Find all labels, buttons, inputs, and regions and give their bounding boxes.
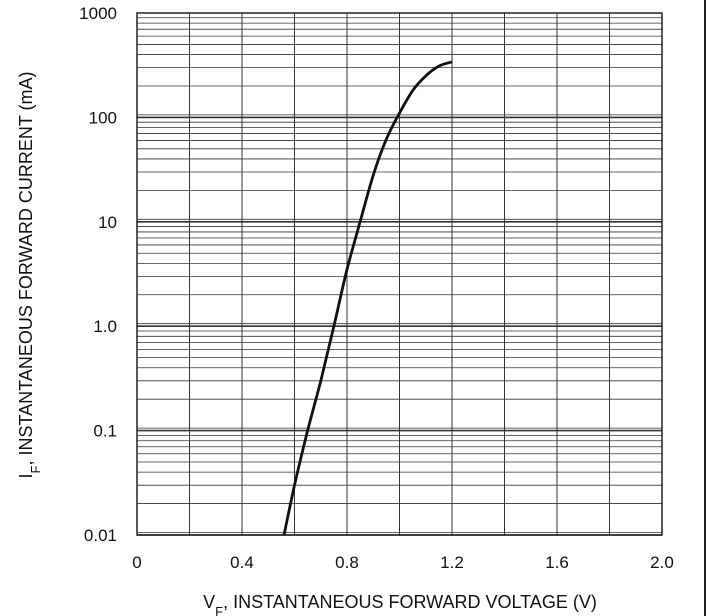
x-tick-label: 0 bbox=[132, 553, 141, 572]
forward-current-curve bbox=[282, 60, 453, 536]
y-tick-label: 1000 bbox=[79, 4, 117, 23]
y-axis-label-main: I bbox=[16, 473, 36, 478]
y-tick-label: 0.1 bbox=[93, 422, 117, 441]
plot-frame bbox=[136, 12, 663, 536]
y-tick-label: 1.0 bbox=[93, 317, 117, 336]
y-axis-label-sub: F bbox=[28, 465, 43, 473]
x-tick-label: 1.2 bbox=[440, 553, 464, 572]
x-axis-label-main: V bbox=[203, 592, 215, 612]
series-layer bbox=[282, 60, 453, 536]
x-tick-label: 0.8 bbox=[335, 553, 359, 572]
y-axis-label: IF, INSTANTANEOUS FORWARD CURRENT (mA) bbox=[16, 72, 43, 479]
y-axis-label-rest: , INSTANTANEOUS FORWARD CURRENT (mA) bbox=[16, 72, 36, 466]
x-tick-label: 0.4 bbox=[230, 553, 254, 572]
window-border bbox=[704, 0, 706, 616]
y-tick-labels: 0.01 0.1 1.0 10 100 1000 bbox=[79, 4, 117, 545]
x-axis-label-rest: , INSTANTANEOUS FORWARD VOLTAGE (V) bbox=[223, 592, 597, 612]
grid bbox=[137, 13, 662, 536]
y-tick-label: 0.01 bbox=[84, 526, 117, 545]
x-axis-label-sub: F bbox=[215, 604, 223, 616]
y-tick-label: 100 bbox=[89, 108, 117, 127]
x-tick-label: 1.6 bbox=[545, 553, 569, 572]
x-tick-labels: 0 0.4 0.8 1.2 1.6 2.0 bbox=[132, 553, 674, 572]
x-tick-label: 2.0 bbox=[650, 553, 674, 572]
x-axis-label: VF, INSTANTANEOUS FORWARD VOLTAGE (V) bbox=[203, 592, 597, 616]
y-tick-label: 10 bbox=[98, 213, 117, 232]
